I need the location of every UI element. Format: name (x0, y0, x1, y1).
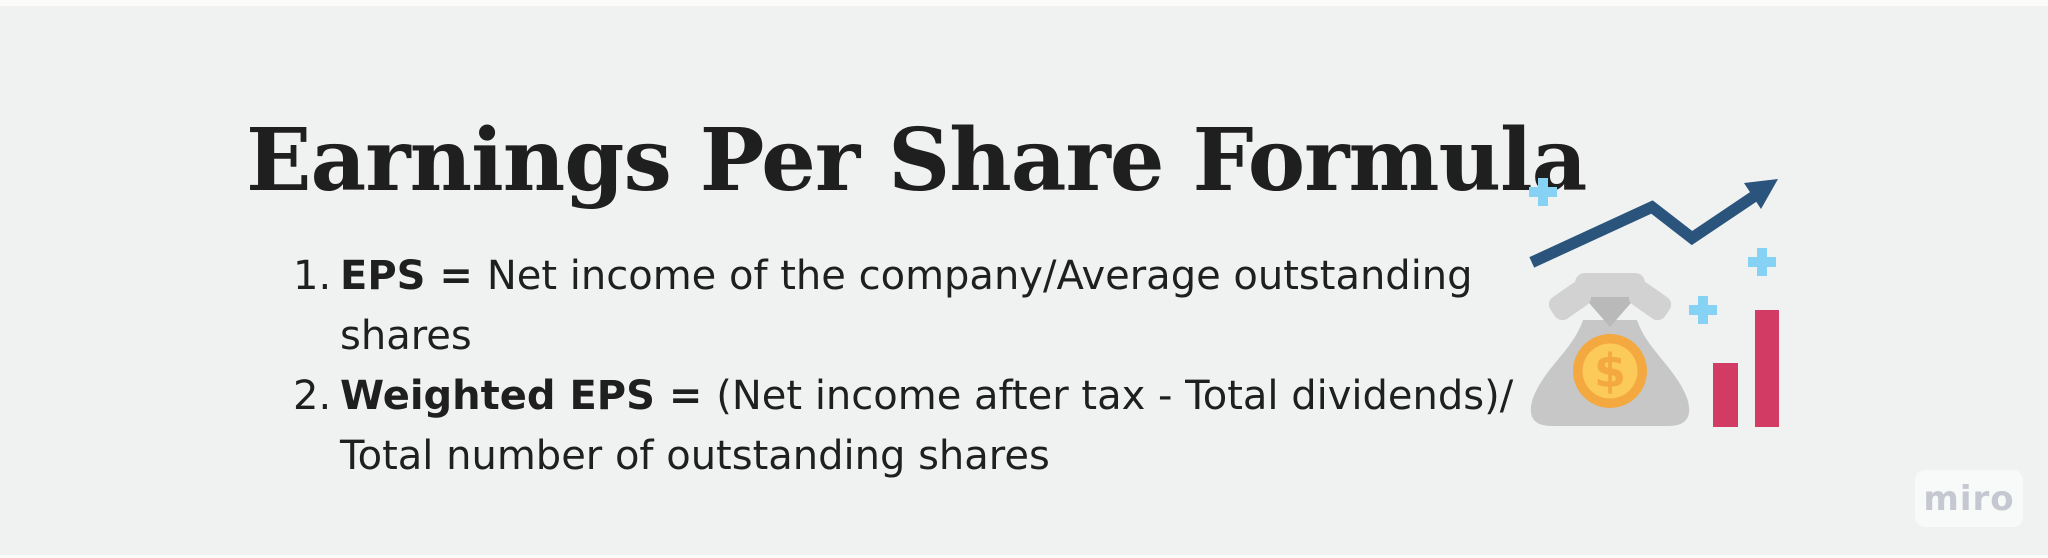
formula-definition: (Net income after tax - Total dividends)… (340, 373, 1514, 479)
dollar-coin-icon: $ (1573, 334, 1647, 408)
formula-definition: Net income of the company/Average outsta… (340, 253, 1473, 359)
plus-icon (1689, 296, 1717, 324)
list-item-weighted-eps: 2. Weighted EPS = (Net income after tax … (293, 366, 1513, 486)
formula-term: Weighted EPS = (340, 373, 717, 419)
miro-watermark-badge[interactable]: miro (1915, 470, 2023, 527)
bar-chart-icon (1713, 310, 1779, 427)
bottom-edge-strip (0, 555, 2048, 558)
list-number: 2. (293, 373, 332, 419)
top-edge-strip (0, 0, 2048, 6)
miro-watermark-label: miro (1923, 478, 2015, 519)
list-item-text: EPS = Net income of the company/Average … (340, 246, 1473, 366)
page-title: Earnings Per Share Formula (246, 109, 1587, 211)
list-item-text: Weighted EPS = (Net income after tax - T… (340, 366, 1513, 486)
list-item-eps: 1. EPS = Net income of the company/Avera… (293, 246, 1513, 366)
list-number: 1. (293, 253, 332, 299)
dollar-sign: $ (1594, 344, 1626, 398)
money-growth-illustration: $ (1529, 178, 1779, 427)
trend-arrow-icon (1529, 179, 1778, 268)
plus-icon (1529, 178, 1557, 206)
formula-term: EPS = (340, 253, 487, 299)
plus-icon (1748, 248, 1776, 276)
money-bag-icon: $ (1530, 273, 1690, 426)
formula-list: 1. EPS = Net income of the company/Avera… (293, 246, 1513, 486)
